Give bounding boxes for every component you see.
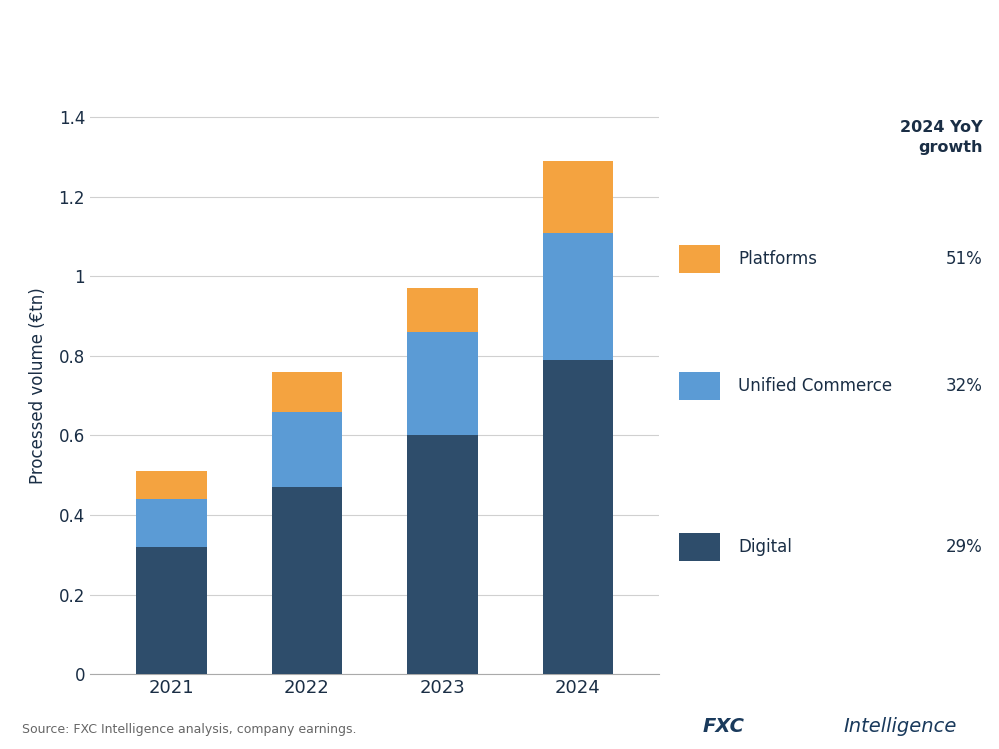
Text: 29%: 29%: [946, 539, 983, 557]
Bar: [408, 288, 478, 332]
FancyBboxPatch shape: [679, 533, 719, 561]
Text: Source: FXC Intelligence analysis, company earnings.: Source: FXC Intelligence analysis, compa…: [22, 723, 357, 736]
Text: 32%: 32%: [946, 377, 983, 395]
Bar: [136, 471, 207, 499]
Text: Intelligence: Intelligence: [844, 717, 957, 736]
Text: Digital: Digital: [738, 539, 792, 557]
Text: FXC: FXC: [702, 717, 744, 736]
Text: Platforms: Platforms: [738, 250, 817, 268]
Text: Adyen full year processed volume split by segment, 2021-2024: Adyen full year processed volume split b…: [22, 73, 594, 91]
Y-axis label: Processed volume (€tn): Processed volume (€tn): [29, 288, 47, 484]
Text: Unified Commerce: Unified Commerce: [738, 377, 892, 395]
Bar: [542, 233, 613, 360]
FancyBboxPatch shape: [679, 245, 719, 273]
Bar: [272, 487, 342, 674]
Text: 2024 YoY
growth: 2024 YoY growth: [900, 121, 983, 155]
Bar: [408, 332, 478, 435]
Text: Adyen processed volume surpassed €1tn in 2024: Adyen processed volume surpassed €1tn in…: [22, 31, 692, 55]
Bar: [542, 360, 613, 674]
Bar: [136, 547, 207, 674]
Bar: [136, 499, 207, 547]
Bar: [408, 435, 478, 674]
FancyBboxPatch shape: [679, 372, 719, 399]
Bar: [272, 412, 342, 487]
Text: 51%: 51%: [946, 250, 983, 268]
Bar: [542, 161, 613, 233]
Bar: [272, 372, 342, 412]
